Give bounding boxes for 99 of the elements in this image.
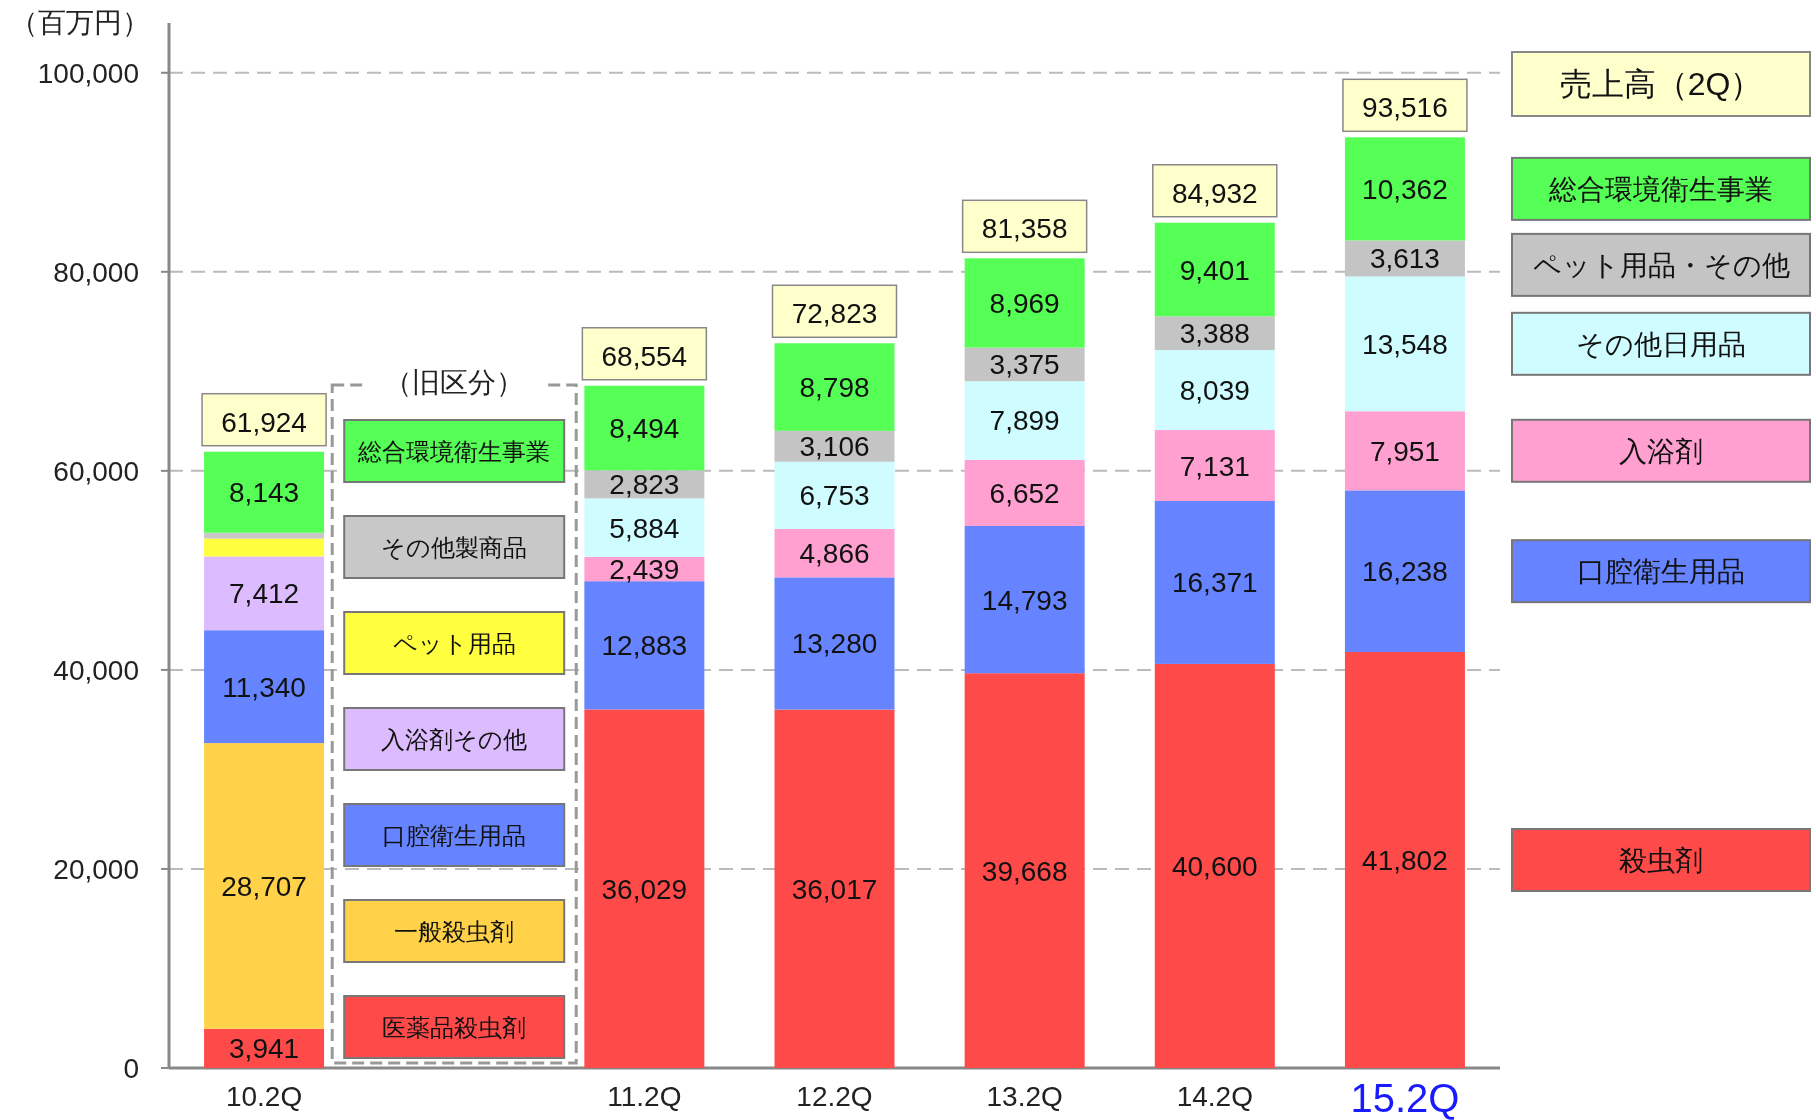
data-label: 12,883 (601, 630, 688, 662)
bar (964, 525, 1085, 674)
data-label: 11,340 (222, 671, 306, 703)
legend: 医薬品殺虫剤 (343, 995, 566, 1059)
bar (1344, 490, 1465, 652)
bar (1154, 222, 1275, 317)
bar (584, 385, 705, 471)
bar (204, 538, 325, 557)
x-tick-label: 12.2Q (796, 1081, 873, 1112)
data-label: 4,866 (799, 538, 870, 570)
x-tick-label: 11.2Q (607, 1081, 682, 1112)
data-label: 6,753 (799, 480, 870, 512)
bar (1154, 663, 1275, 1068)
data-label: 40,600 (1171, 850, 1258, 882)
total-label: 61,924 (221, 406, 307, 438)
bar (774, 709, 895, 1068)
bar (204, 532, 325, 539)
x-tick-label: 14.2Q (1176, 1081, 1253, 1112)
y-tick-label: 20,000 (53, 853, 139, 885)
legend: 入浴剤その他 (343, 707, 566, 771)
data-label: 3,375 (989, 349, 1060, 381)
total-label: 93,516 (1362, 92, 1448, 124)
legend: ペット用品・その他 (1511, 232, 1811, 297)
legend: その他日用品 (1511, 311, 1811, 376)
data-label: 3,388 (1179, 318, 1250, 350)
text: 売上高（2Q） (1559, 66, 1763, 102)
data-label: 3,106 (799, 431, 870, 463)
x-tick-label: 13.2Q (986, 1081, 1063, 1112)
bar (964, 673, 1085, 1068)
bar (1344, 137, 1465, 241)
data-label: 7,951 (1369, 435, 1440, 467)
bar (1154, 501, 1275, 664)
data-label: 2,823 (609, 469, 680, 501)
data-label: 8,798 (799, 372, 870, 404)
total-label: 72,823 (791, 298, 878, 330)
data-label: 39,668 (981, 855, 1068, 887)
data-label: 13,548 (1362, 328, 1448, 360)
data-label: 8,494 (609, 413, 680, 445)
data-label: 6,652 (989, 477, 1060, 509)
legend: 総合環境衛生事業 (1511, 156, 1811, 221)
legend: 口腔衛生用品 (343, 803, 566, 867)
x-tick-label: 15.2Q (1350, 1076, 1460, 1120)
data-label: 36,017 (791, 873, 878, 905)
y-tick-label: 40,000 (53, 654, 139, 686)
bar (204, 556, 325, 631)
bar (1344, 411, 1465, 491)
bar (204, 743, 325, 1029)
bar (584, 498, 705, 557)
bar (774, 461, 895, 529)
legend: その他製商品 (343, 515, 566, 579)
data-label: 14,793 (981, 584, 1068, 616)
bar (204, 451, 325, 533)
bar (584, 709, 705, 1068)
bar (1344, 651, 1465, 1068)
bar (584, 581, 705, 710)
bar (774, 343, 895, 431)
legend: 殺虫剤 (1511, 828, 1811, 892)
data-label: 36,029 (601, 873, 688, 905)
bar (964, 258, 1085, 348)
data-label: 3,941 (229, 1033, 300, 1065)
data-label: 9,401 (1179, 254, 1250, 286)
data-label: 28,707 (221, 870, 307, 902)
data-label: 16,238 (1362, 556, 1448, 588)
bar (964, 381, 1085, 460)
y-tick-label: 80,000 (53, 256, 139, 288)
y-tick-label: 60,000 (53, 455, 139, 487)
bar (1344, 276, 1465, 412)
data-label: 2,439 (609, 554, 680, 586)
y-tick-label: 0 (123, 1053, 139, 1084)
data-label: 7,899 (989, 405, 1060, 437)
legend: 入浴剤 (1511, 418, 1811, 483)
bar (1154, 430, 1275, 501)
bar (1154, 350, 1275, 431)
series-label: 総合環境衛生事業 (357, 437, 551, 465)
data-label: 8,039 (1179, 375, 1250, 407)
legend: 一般殺虫剤 (343, 899, 566, 963)
data-label: 5,884 (609, 512, 680, 544)
legend: 口腔衛生用品 (1511, 539, 1811, 604)
data-label: 16,371 (1171, 567, 1258, 599)
x-tick-label: 10.2Q (225, 1081, 303, 1112)
bar (964, 459, 1085, 526)
y-tick-label: 100,000 (37, 57, 139, 89)
total-label: 81,358 (981, 213, 1068, 245)
data-label: 7,131 (1179, 450, 1250, 482)
legend: ペット用品 (343, 611, 566, 675)
data-label: 10,362 (1362, 173, 1448, 205)
total-label: 68,554 (601, 340, 688, 372)
data-label: 8,969 (989, 287, 1060, 319)
y-axis-title: （百万円） (10, 7, 150, 38)
legend-title: （旧区分） (384, 367, 525, 398)
legend: 総合環境衛生事業 (343, 419, 566, 483)
data-label: 7,412 (229, 578, 300, 610)
total-label: 84,932 (1171, 177, 1258, 209)
data-label: 3,613 (1369, 243, 1440, 275)
data-label: 41,802 (1362, 844, 1448, 876)
data-label: 13,280 (791, 628, 878, 660)
bar (774, 577, 895, 710)
data-label: 8,143 (229, 477, 300, 509)
bar (204, 630, 325, 744)
